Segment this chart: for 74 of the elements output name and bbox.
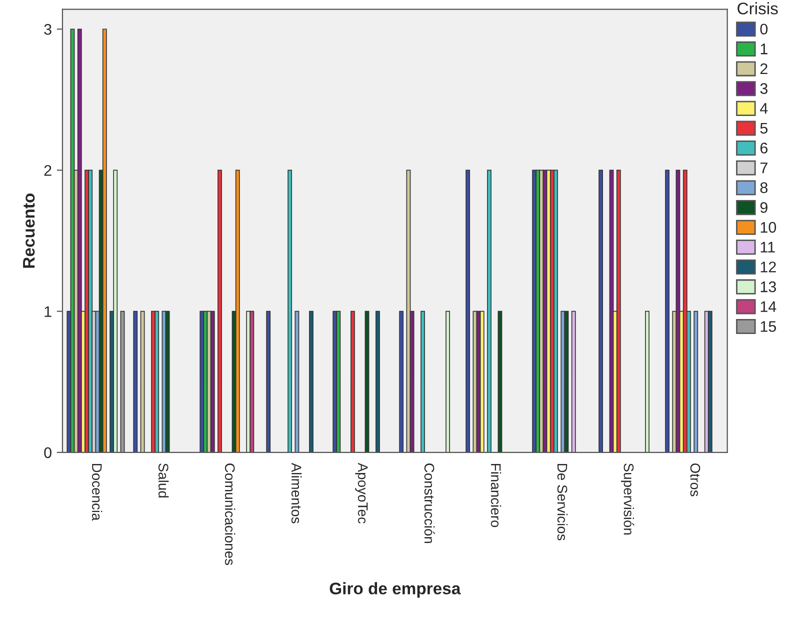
bar xyxy=(140,310,145,452)
bar xyxy=(564,310,569,452)
bar xyxy=(571,310,576,452)
bar xyxy=(420,310,425,452)
bar xyxy=(446,310,450,452)
bar xyxy=(288,170,292,452)
bar xyxy=(88,170,93,452)
legend-label: 9 xyxy=(760,202,768,213)
bar xyxy=(598,170,603,452)
y-tick-label: 0 xyxy=(44,447,52,458)
x-tick-label: Docencia xyxy=(92,464,102,521)
bar xyxy=(694,310,698,452)
x-tick-label: Alimentos xyxy=(291,462,302,524)
legend-label: 12 xyxy=(760,262,776,272)
x-tick-label: Salud xyxy=(158,463,169,498)
bar xyxy=(376,310,380,452)
legend-label: 6 xyxy=(760,142,768,154)
legend-label: 8 xyxy=(760,182,768,194)
bar xyxy=(218,170,222,452)
bar xyxy=(309,310,314,452)
bar xyxy=(294,310,300,452)
legend-label: 3 xyxy=(760,83,768,94)
legend-label: 10 xyxy=(760,222,776,233)
bar xyxy=(399,310,404,452)
x-tick-label: Financiero xyxy=(490,464,502,528)
legend-label: 1 xyxy=(760,44,768,54)
y-tick-label: 3 xyxy=(44,24,52,35)
legend-label: 5 xyxy=(760,122,768,134)
bar xyxy=(120,310,125,452)
legend-label: 4 xyxy=(760,103,768,114)
bar xyxy=(487,170,492,452)
x-tick-label: ApoyoTec xyxy=(355,462,368,524)
bar xyxy=(165,310,170,452)
bar xyxy=(113,170,118,452)
bar xyxy=(102,28,107,452)
y-axis-title: Recuento xyxy=(23,194,35,268)
bar xyxy=(498,310,502,452)
x-tick-label: Supervisión xyxy=(621,463,634,534)
bar xyxy=(682,170,688,452)
bar xyxy=(250,310,254,452)
bar xyxy=(480,310,484,452)
legend-title: Crisis xyxy=(738,2,778,14)
x-axis-title: Giro de empresa xyxy=(330,582,461,598)
bar xyxy=(133,310,138,452)
bar xyxy=(616,170,621,452)
bar xyxy=(645,310,650,452)
x-tick-label: Otros xyxy=(690,463,700,496)
legend-label: 2 xyxy=(760,63,768,74)
bar xyxy=(466,170,470,452)
bar xyxy=(560,310,566,452)
bar xyxy=(154,310,160,452)
bar xyxy=(665,170,670,452)
legend-label: 15 xyxy=(760,321,776,332)
bar xyxy=(336,310,341,452)
bar xyxy=(235,170,240,452)
legend-label: 13 xyxy=(760,281,776,292)
bar xyxy=(539,170,544,452)
bar xyxy=(210,310,215,452)
bar xyxy=(77,28,82,452)
x-tick-label: Construcción xyxy=(424,464,435,543)
bar xyxy=(364,310,370,452)
bar xyxy=(708,310,712,452)
legend-label: 14 xyxy=(760,301,776,312)
y-tick-label: 2 xyxy=(44,165,52,176)
bar xyxy=(200,310,204,452)
legend-label: 7 xyxy=(760,162,768,174)
bar xyxy=(266,310,271,452)
x-tick-label: De Servicios xyxy=(557,464,568,540)
legend-label: 11 xyxy=(760,242,775,252)
y-tick-label: 1 xyxy=(44,306,52,317)
bar xyxy=(350,310,355,452)
legend-label: 0 xyxy=(760,24,768,35)
bar xyxy=(554,170,558,452)
x-tick-label: Comunicaciones xyxy=(224,464,236,565)
